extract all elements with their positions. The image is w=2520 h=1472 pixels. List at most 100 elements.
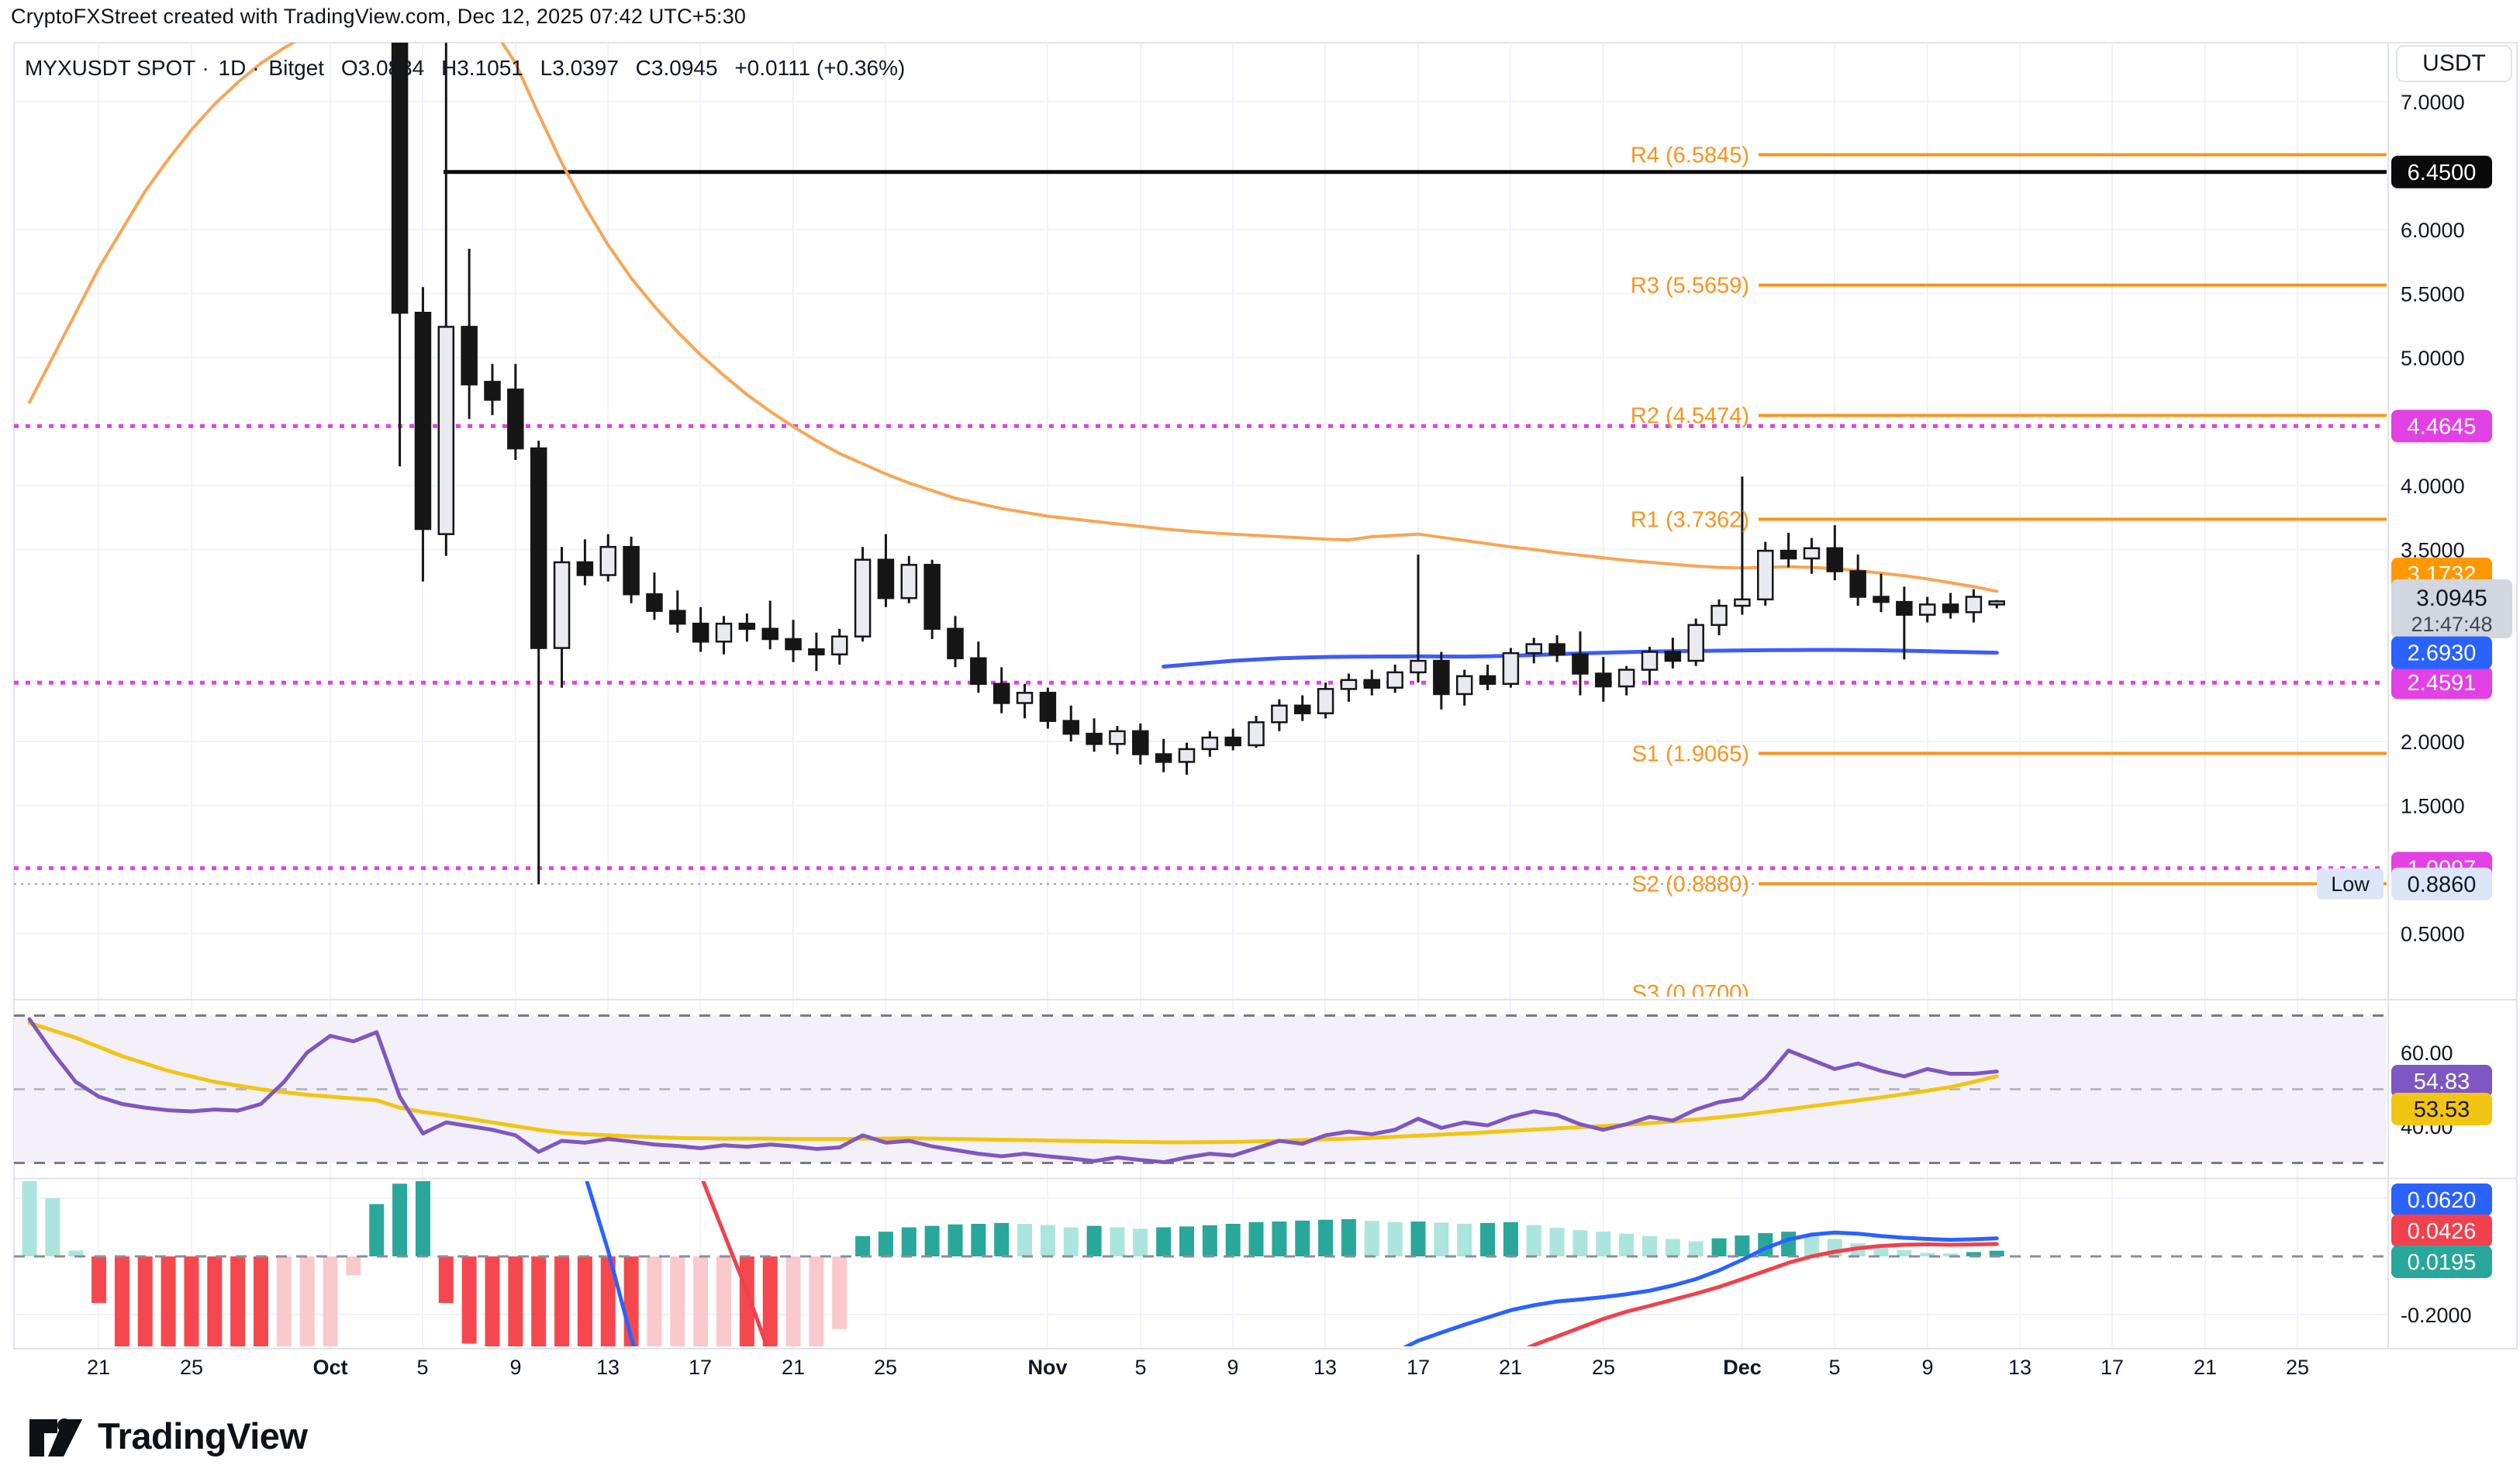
- candle-up: [1178, 748, 1196, 763]
- candle-down: [1896, 600, 1913, 616]
- candle-up: [1455, 675, 1473, 696]
- symbol-legend[interactable]: MYXUSDT SPOT · 1D · Bitget O3.0834 H3.1051…: [25, 56, 916, 81]
- candle-up: [1340, 679, 1358, 690]
- macd-histogram-bar: [1642, 1235, 1657, 1256]
- macd-histogram-bar: [1179, 1226, 1194, 1256]
- candle-down: [970, 657, 987, 685]
- time-axis[interactable]: 21 25 Oct 5 9 13 17 21 25 Nov 5 9 13 17 21 25 Dec 5 9 13 17 2…: [87, 1356, 2309, 1379]
- candle-down: [1548, 643, 1566, 656]
- candle-down: [1873, 596, 1890, 603]
- candle-up: [1803, 547, 1821, 560]
- exchange-label: Bitget: [268, 56, 325, 80]
- price-axis[interactable]: 7.00006.00005.50005.00004.00003.50002.00…: [2317, 91, 2512, 1327]
- candle-down: [461, 326, 478, 385]
- macd-histogram-bar: [323, 1256, 338, 1346]
- candle-up: [900, 564, 918, 600]
- macd-histogram-bar: [45, 1198, 60, 1256]
- axis-chip-ma-blue: 2.6930: [2391, 636, 2492, 669]
- macd-histogram-bar: [114, 1256, 129, 1346]
- time-tick: 17: [2101, 1356, 2124, 1379]
- macd-histogram-bar: [1410, 1221, 1426, 1256]
- macd-histogram-bar: [254, 1256, 268, 1346]
- ohlc-change: +0.0111 (+0.36%): [734, 56, 906, 80]
- macd-line: [585, 1181, 1999, 1346]
- ma-orange-line: [28, 43, 1999, 593]
- time-tick: 9: [509, 1356, 521, 1379]
- macd-histogram-bar: [1318, 1219, 1334, 1256]
- macd-histogram-bar: [531, 1256, 547, 1346]
- candlestick-series[interactable]: [391, 43, 2005, 884]
- macd-histogram-bar: [1781, 1232, 1797, 1256]
- candle-up: [831, 635, 848, 656]
- candle-down: [391, 43, 409, 314]
- attribution-text: CryptoFXStreet created with TradingView.…: [11, 5, 747, 28]
- macd-histogram-bar: [1920, 1253, 1935, 1256]
- macd-histogram-bar: [647, 1256, 662, 1346]
- macd-histogram-bar: [554, 1256, 570, 1346]
- tradingview-logo[interactable]: TradingView: [28, 1413, 308, 1458]
- macd-histogram-bar: [1549, 1228, 1565, 1256]
- ohlc-low: L3.0397: [540, 56, 619, 80]
- svg-text:4.4645: 4.4645: [2408, 414, 2477, 439]
- pivot-label: R3 (5.5659): [1631, 274, 1749, 299]
- macd-histogram-bar: [1017, 1224, 1033, 1256]
- candle-down: [1132, 730, 1149, 755]
- time-tick: 9: [1921, 1356, 1933, 1379]
- macd-histogram-bar: [1688, 1241, 1704, 1256]
- macd-histogram-bar: [1665, 1239, 1680, 1256]
- macd-histogram: [22, 1181, 2004, 1346]
- candle-up: [1248, 721, 1265, 747]
- candle-up: [1641, 651, 1659, 671]
- macd-histogram-bar: [600, 1256, 616, 1346]
- currency-label: USDT: [2422, 50, 2486, 76]
- svg-text:2.6930: 2.6930: [2408, 641, 2477, 666]
- macd-histogram-bar: [369, 1204, 385, 1256]
- candle-down: [1826, 547, 1844, 572]
- time-tick: 17: [1407, 1356, 1430, 1379]
- ohlc-high: H3.1051: [441, 56, 523, 80]
- candle-down: [414, 312, 432, 530]
- candle-up: [1386, 671, 1403, 689]
- pivot-levels: R4 (6.5845) R3 (5.5659) R2 (4.5474) R1 (3.7…: [1631, 143, 2387, 997]
- candle-up: [1317, 688, 1334, 714]
- macd-histogram-bar: [994, 1222, 1010, 1256]
- candle-down: [992, 682, 1010, 704]
- pivot-label: R2 (4.5474): [1631, 404, 1749, 429]
- macd-histogram-bar: [1040, 1225, 1055, 1256]
- macd-histogram-bar: [1619, 1233, 1635, 1256]
- pivot-label: S1 (1.9065): [1631, 741, 1749, 766]
- legend-separator: ·: [252, 56, 260, 80]
- currency-toggle-button[interactable]: USDT: [2396, 45, 2512, 82]
- price-tick: 5.5000: [2401, 283, 2465, 306]
- macd-histogram-bar: [1966, 1252, 1981, 1256]
- candle-up: [1965, 596, 1983, 613]
- macd-histogram-bar: [230, 1256, 246, 1346]
- price-tick: 1.5000: [2401, 795, 2465, 818]
- macd-histogram-bar: [1503, 1221, 1518, 1256]
- macd-histogram-bar: [1133, 1228, 1148, 1256]
- rsi-tick: 60.00: [2401, 1042, 2453, 1065]
- macd-histogram-bar: [346, 1256, 361, 1276]
- ax-chip-rsi: 53.53: [2391, 1093, 2492, 1125]
- ohlc-close: C3.0945: [635, 56, 718, 80]
- axis-chip-magenta: 4.4645: [2391, 409, 2492, 443]
- time-tick: 25: [1592, 1356, 1615, 1379]
- time-tick: 5: [416, 1356, 428, 1379]
- candle-down: [1849, 570, 1866, 598]
- macd-histogram-bar: [1943, 1253, 1959, 1256]
- macd-histogram-bar: [1110, 1227, 1125, 1256]
- candle-down: [1224, 736, 1241, 747]
- macd-histogram-bar: [1156, 1227, 1172, 1256]
- candle-up: [1617, 669, 1635, 688]
- tradingview-logo-text: TradingView: [98, 1415, 308, 1456]
- candle-down: [785, 638, 802, 651]
- candle-up: [1734, 598, 1751, 607]
- pivot-label: S2 (0.8880): [1631, 872, 1749, 897]
- candle-up: [1687, 624, 1704, 662]
- price-tick: 6.0000: [2401, 219, 2465, 242]
- svg-text:0.0195: 0.0195: [2408, 1250, 2477, 1275]
- macd-histogram-bar: [1804, 1234, 1819, 1256]
- svg-text:6.4500: 6.4500: [2408, 161, 2477, 185]
